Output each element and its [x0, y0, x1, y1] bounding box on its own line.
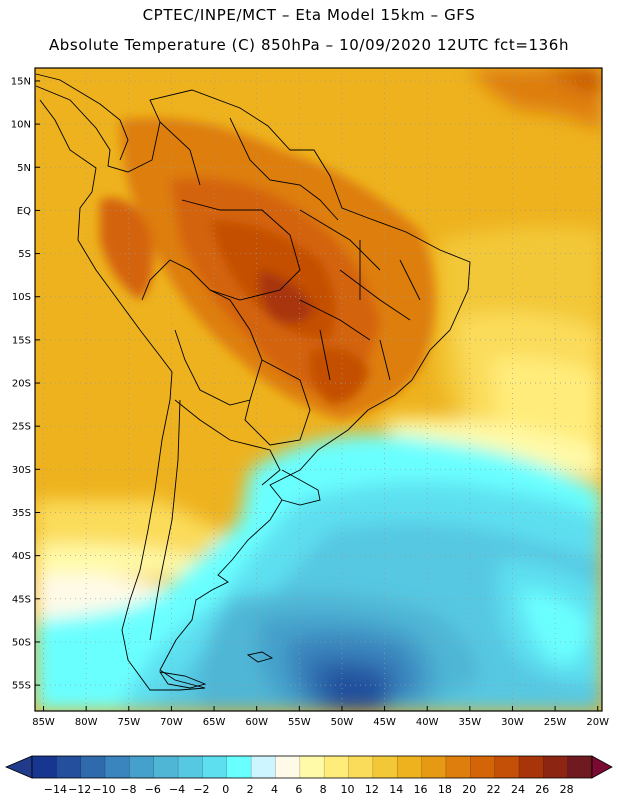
lat-tick-label: 15N [11, 76, 31, 87]
colorbar-label: 8 [320, 783, 327, 796]
lon-tick-label: 30W [501, 717, 524, 728]
colorbar-swatch [421, 756, 447, 778]
lat-tick-label: 30S [12, 465, 31, 476]
colorbar-label: −8 [120, 783, 136, 796]
lat-lon-grid [35, 68, 602, 711]
colorbar-swatch [397, 756, 422, 778]
colorbar-swatch [129, 756, 155, 778]
colorbar-swatch [494, 756, 520, 778]
lon-tick-label: 50W [331, 717, 354, 728]
colorbar-label: 14 [389, 783, 403, 796]
colorbar-swatch [543, 756, 568, 778]
colorbar-label: 20 [462, 783, 476, 796]
brazil-border [141, 199, 301, 301]
colorbar-label: −4 [169, 783, 185, 796]
lat-tick-label: 25S [12, 422, 31, 433]
lat-tick-label: EQ [17, 206, 31, 217]
central-america-coast [35, 73, 129, 161]
colorbar-label: 18 [438, 783, 452, 796]
argentina-border [174, 399, 281, 486]
colorbar-swatch [226, 756, 252, 778]
colorbar-label: 22 [487, 783, 501, 796]
uruguay-border [281, 469, 321, 506]
colorbar-label: −2 [193, 783, 209, 796]
lat-tick-label: 50S [12, 637, 31, 648]
colorbar-label: −14 [44, 783, 67, 796]
lat-tick-label: 5S [18, 249, 31, 260]
temperature-field [35, 68, 602, 711]
lon-tick-label: 35W [459, 717, 482, 728]
lon-tick-label: 40W [416, 717, 439, 728]
colorbar-low-arrow [4, 755, 33, 779]
colorbar-swatch [445, 756, 471, 778]
lat-tick-label: 20S [12, 379, 31, 390]
colorbar: −14 −12 −10 −8 −6 −4 −2 0 2 4 6 8 10 12 14 16 18 20 22 24 26… [4, 755, 613, 796]
colorbar-swatch [105, 756, 130, 778]
lon-tick-label: 55W [288, 717, 311, 728]
lon-tick-label: 75W [117, 717, 140, 728]
lat-tick-label: 55S [12, 681, 31, 692]
colorbar-label: 26 [535, 783, 549, 796]
brazil-states [299, 209, 421, 381]
longitude-axis: 85W 80W 75W 70W 65W 60W 55W 50W 45W 40W 35W 30W 25W 2… [32, 706, 609, 728]
paraguay-border [244, 359, 311, 446]
map-frame [34, 67, 603, 712]
colorbar-swatch [324, 756, 349, 778]
andes-border [149, 399, 181, 641]
south-america-coast [35, 85, 471, 691]
colorbar-label: 6 [295, 783, 302, 796]
colorbar-label: 10 [341, 783, 355, 796]
latitude-axis: 15N 10N 5N EQ 5S 10S 15S 20S 25S 30S 35S 40S 45S 50S 5… [11, 76, 40, 692]
colorbar-swatch [32, 756, 57, 778]
colorbar-swatch [518, 756, 544, 778]
colorbar-swatch [470, 756, 495, 778]
colorbar-swatch [299, 756, 325, 778]
lat-tick-label: 15S [12, 335, 31, 346]
colorbar-swatch [348, 756, 374, 778]
lat-tick-label: 45S [12, 594, 31, 605]
lon-tick-label: 70W [160, 717, 183, 728]
colorbar-label: 2 [247, 783, 254, 796]
colorbar-swatch [153, 756, 179, 778]
colorbar-label: 28 [560, 783, 574, 796]
colorbar-swatch [56, 756, 81, 778]
northern-borders [159, 117, 339, 221]
colorbar-high-arrow [591, 755, 613, 779]
colorbar-label: 16 [414, 783, 428, 796]
lat-tick-label: 5N [17, 163, 31, 174]
lat-tick-label: 35S [12, 508, 31, 519]
lon-tick-label: 80W [75, 717, 98, 728]
title-line-1: CPTEC/INPE/MCT – Eta Model 15km – GFS [142, 6, 476, 24]
lat-tick-label: 10N [11, 120, 31, 131]
lat-tick-label: 10S [12, 292, 31, 303]
colorbar-label: 12 [365, 783, 379, 796]
lon-tick-label: 85W [32, 717, 55, 728]
colorbar-label: 0 [222, 783, 229, 796]
tierra-del-fuego [159, 671, 207, 689]
colorbar-label: −10 [92, 783, 115, 796]
lon-tick-label: 45W [373, 717, 396, 728]
colorbar-swatch [275, 756, 301, 778]
lon-tick-label: 65W [203, 717, 226, 728]
colorbar-swatch [202, 756, 228, 778]
coastlines [35, 73, 471, 691]
colorbar-label: −6 [145, 783, 161, 796]
colorbar-swatch [567, 756, 593, 778]
colorbar-label: −12 [68, 783, 91, 796]
colorbar-label: 24 [511, 783, 525, 796]
colorbar-label: 4 [271, 783, 278, 796]
lon-tick-label: 25W [544, 717, 567, 728]
colorbar-swatch [251, 756, 276, 778]
colorbar-swatch [372, 756, 398, 778]
lon-tick-label: 60W [245, 717, 268, 728]
colorbar-swatch [80, 756, 106, 778]
colorbar-swatch [178, 756, 203, 778]
lat-tick-label: 40S [12, 551, 31, 562]
falklands [246, 651, 274, 663]
lon-tick-label: 20W [586, 717, 609, 728]
title-line-2: Absolute Temperature (C) 850hPa – 10/09/… [48, 36, 570, 54]
